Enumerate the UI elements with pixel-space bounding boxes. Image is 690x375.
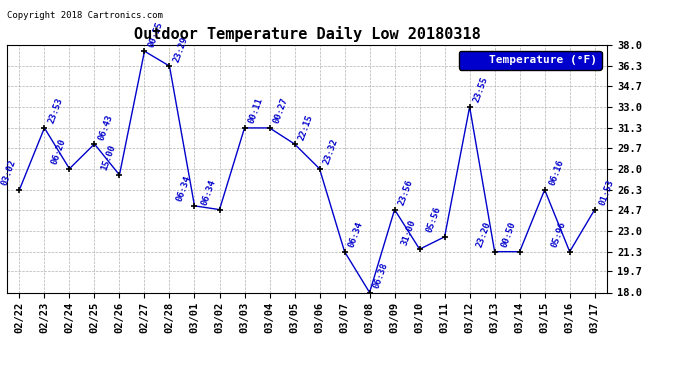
Text: 00:50: 00:50 — [500, 220, 518, 249]
Text: 22:15: 22:15 — [297, 113, 315, 141]
Text: 05:96: 05:96 — [550, 220, 568, 249]
Legend: Temperature (°F): Temperature (°F) — [460, 51, 602, 69]
Text: 06:38: 06:38 — [373, 261, 390, 290]
Text: 31:00: 31:00 — [400, 218, 418, 246]
Text: 01:53: 01:53 — [598, 178, 615, 207]
Text: 23:55: 23:55 — [473, 76, 490, 104]
Text: 23:32: 23:32 — [322, 138, 340, 166]
Text: Copyright 2018 Cartronics.com: Copyright 2018 Cartronics.com — [7, 11, 163, 20]
Title: Outdoor Temperature Daily Low 20180318: Outdoor Temperature Daily Low 20180318 — [134, 27, 480, 42]
Text: 23:53: 23:53 — [47, 97, 65, 125]
Text: 23:29: 23:29 — [172, 35, 190, 63]
Text: 23:20: 23:20 — [475, 220, 493, 249]
Text: 03:02: 03:02 — [0, 159, 18, 187]
Text: 05:56: 05:56 — [425, 206, 443, 234]
Text: 06:34: 06:34 — [175, 175, 193, 203]
Text: 15:00: 15:00 — [100, 144, 118, 172]
Text: 00:27: 00:27 — [273, 97, 290, 125]
Text: 06:34: 06:34 — [200, 178, 218, 207]
Text: 23:56: 23:56 — [397, 178, 415, 207]
Text: 06:20: 06:20 — [50, 138, 68, 166]
Text: 06:43: 06:43 — [97, 113, 115, 141]
Text: 00:55: 00:55 — [147, 20, 165, 48]
Text: 06:34: 06:34 — [347, 220, 365, 249]
Text: 06:16: 06:16 — [547, 159, 565, 187]
Text: 00:11: 00:11 — [247, 97, 265, 125]
